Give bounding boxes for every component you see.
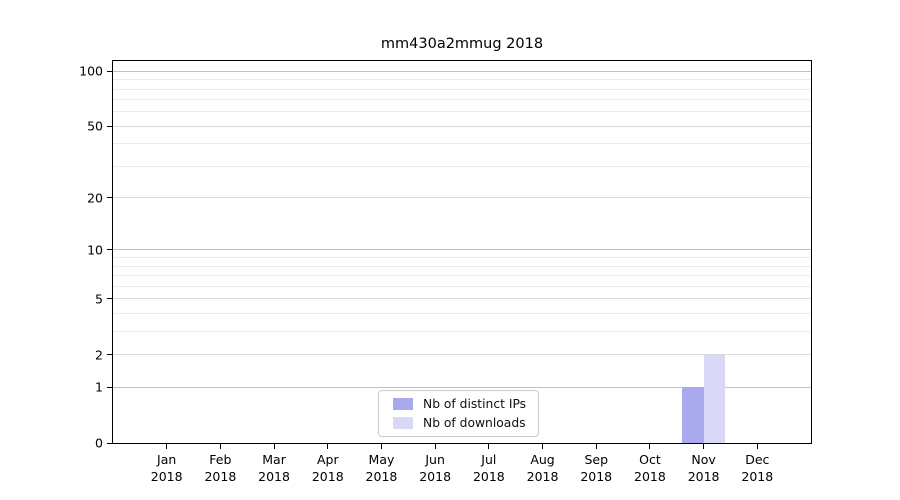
x-tick-month: Oct xyxy=(639,452,661,467)
bar-downloads xyxy=(703,354,726,443)
y-gridline-minor xyxy=(113,312,811,314)
x-tick xyxy=(703,444,705,449)
y-gridline xyxy=(113,70,811,72)
x-tick-label: Mar 2018 xyxy=(244,451,304,485)
x-tick-month: Jul xyxy=(481,452,497,467)
x-tick xyxy=(488,444,490,449)
y-gridline-minor xyxy=(113,165,811,167)
x-tick-month: Nov xyxy=(691,452,716,467)
y-tick-label: 2 xyxy=(95,347,103,362)
y-gridline xyxy=(113,197,811,199)
y-gridline-minor xyxy=(113,143,811,145)
x-tick-label: Nov 2018 xyxy=(674,451,734,485)
x-tick xyxy=(595,444,597,449)
x-tick-month: Feb xyxy=(209,452,232,467)
y-tick xyxy=(107,249,112,251)
x-tick-label: Jun 2018 xyxy=(405,451,465,485)
x-tick-year: 2018 xyxy=(419,469,452,484)
x-tick-month: Jan xyxy=(157,452,177,467)
y-tick xyxy=(107,70,112,72)
x-tick-month: Sep xyxy=(584,452,608,467)
x-tick xyxy=(542,444,544,449)
x-tick-month: Apr xyxy=(316,452,339,467)
y-gridline xyxy=(113,298,811,300)
bar-distinct-ips xyxy=(682,387,704,443)
y-tick xyxy=(107,298,112,300)
chart-title: mm430a2mmug 2018 xyxy=(380,36,544,52)
y-gridline xyxy=(113,386,811,388)
legend-item-distinct-ips: Nb of distinct IPs xyxy=(393,397,526,411)
x-tick-year: 2018 xyxy=(258,469,290,484)
y-tick-label: 5 xyxy=(95,291,103,307)
y-gridline-minor xyxy=(113,88,811,90)
x-tick-label: Aug 2018 xyxy=(513,451,573,485)
y-tick-label: 20 xyxy=(87,190,103,206)
y-gridline-minor xyxy=(113,111,811,113)
x-tick-label: Jul 2018 xyxy=(459,451,519,485)
x-tick-year: 2018 xyxy=(311,469,344,484)
y-gridline xyxy=(113,354,811,355)
x-tick-label: Feb 2018 xyxy=(190,451,250,485)
x-tick xyxy=(219,444,221,449)
y-gridline-minor xyxy=(113,79,811,81)
y-gridline-minor xyxy=(113,274,811,276)
y-gridline-minor xyxy=(113,99,811,101)
x-tick-year: 2018 xyxy=(204,469,237,484)
x-tick-month: Dec xyxy=(745,452,770,467)
y-tick-label: 50 xyxy=(87,118,103,134)
legend: Nb of distinct IPs Nb of downloads xyxy=(378,390,540,437)
y-gridline-minor xyxy=(113,257,811,259)
x-tick-month: Jun xyxy=(425,452,445,467)
x-tick xyxy=(434,444,436,449)
y-gridline xyxy=(113,125,811,127)
x-tick-label: May 2018 xyxy=(351,451,411,485)
legend-item-downloads: Nb of downloads xyxy=(393,416,526,430)
x-tick-year: 2018 xyxy=(150,469,183,484)
x-tick xyxy=(380,444,382,449)
legend-label-distinct-ips: Nb of distinct IPs xyxy=(423,397,527,411)
y-tick xyxy=(107,354,112,355)
x-tick-year: 2018 xyxy=(687,469,720,484)
y-tick-label: 10 xyxy=(87,242,103,258)
legend-swatch-distinct-ips-icon xyxy=(393,398,413,410)
x-tick-year: 2018 xyxy=(365,469,398,484)
y-tick xyxy=(107,125,112,127)
x-tick-label: Apr 2018 xyxy=(298,451,358,485)
x-tick-label: Sep 2018 xyxy=(566,451,626,485)
y-tick xyxy=(107,386,112,388)
x-tick-label: Jan 2018 xyxy=(137,451,197,485)
y-tick xyxy=(107,197,112,199)
x-tick-month: May xyxy=(368,452,395,467)
y-tick-label: 0 xyxy=(95,435,103,451)
x-tick-year: 2018 xyxy=(472,469,505,484)
x-tick xyxy=(756,444,758,449)
legend-label-downloads: Nb of downloads xyxy=(423,416,526,430)
plot-area: Nb of distinct IPs Nb of downloads 0 1 2 5 1… xyxy=(79,60,812,484)
x-tick-label: Dec 2018 xyxy=(727,451,787,485)
y-gridline-minor xyxy=(113,285,811,287)
y-gridline-minor xyxy=(113,265,811,267)
x-tick-year: 2018 xyxy=(634,469,666,484)
y-tick-label: 100 xyxy=(79,63,103,79)
x-tick xyxy=(166,444,168,449)
x-tick-label: Oct 2018 xyxy=(620,451,680,485)
x-tick xyxy=(327,444,329,449)
y-gridline xyxy=(113,249,811,251)
x-tick-month: Mar xyxy=(262,452,286,467)
x-tick-year: 2018 xyxy=(580,469,613,484)
x-tick-year: 2018 xyxy=(741,469,774,484)
y-gridline-minor xyxy=(113,330,811,332)
x-tick xyxy=(273,444,275,449)
legend-swatch-downloads-icon xyxy=(393,417,413,429)
x-tick-month: Aug xyxy=(530,452,555,467)
x-tick xyxy=(649,444,651,449)
y-tick xyxy=(107,442,112,444)
y-tick-label: 1 xyxy=(95,379,103,395)
x-tick-year: 2018 xyxy=(526,469,559,484)
